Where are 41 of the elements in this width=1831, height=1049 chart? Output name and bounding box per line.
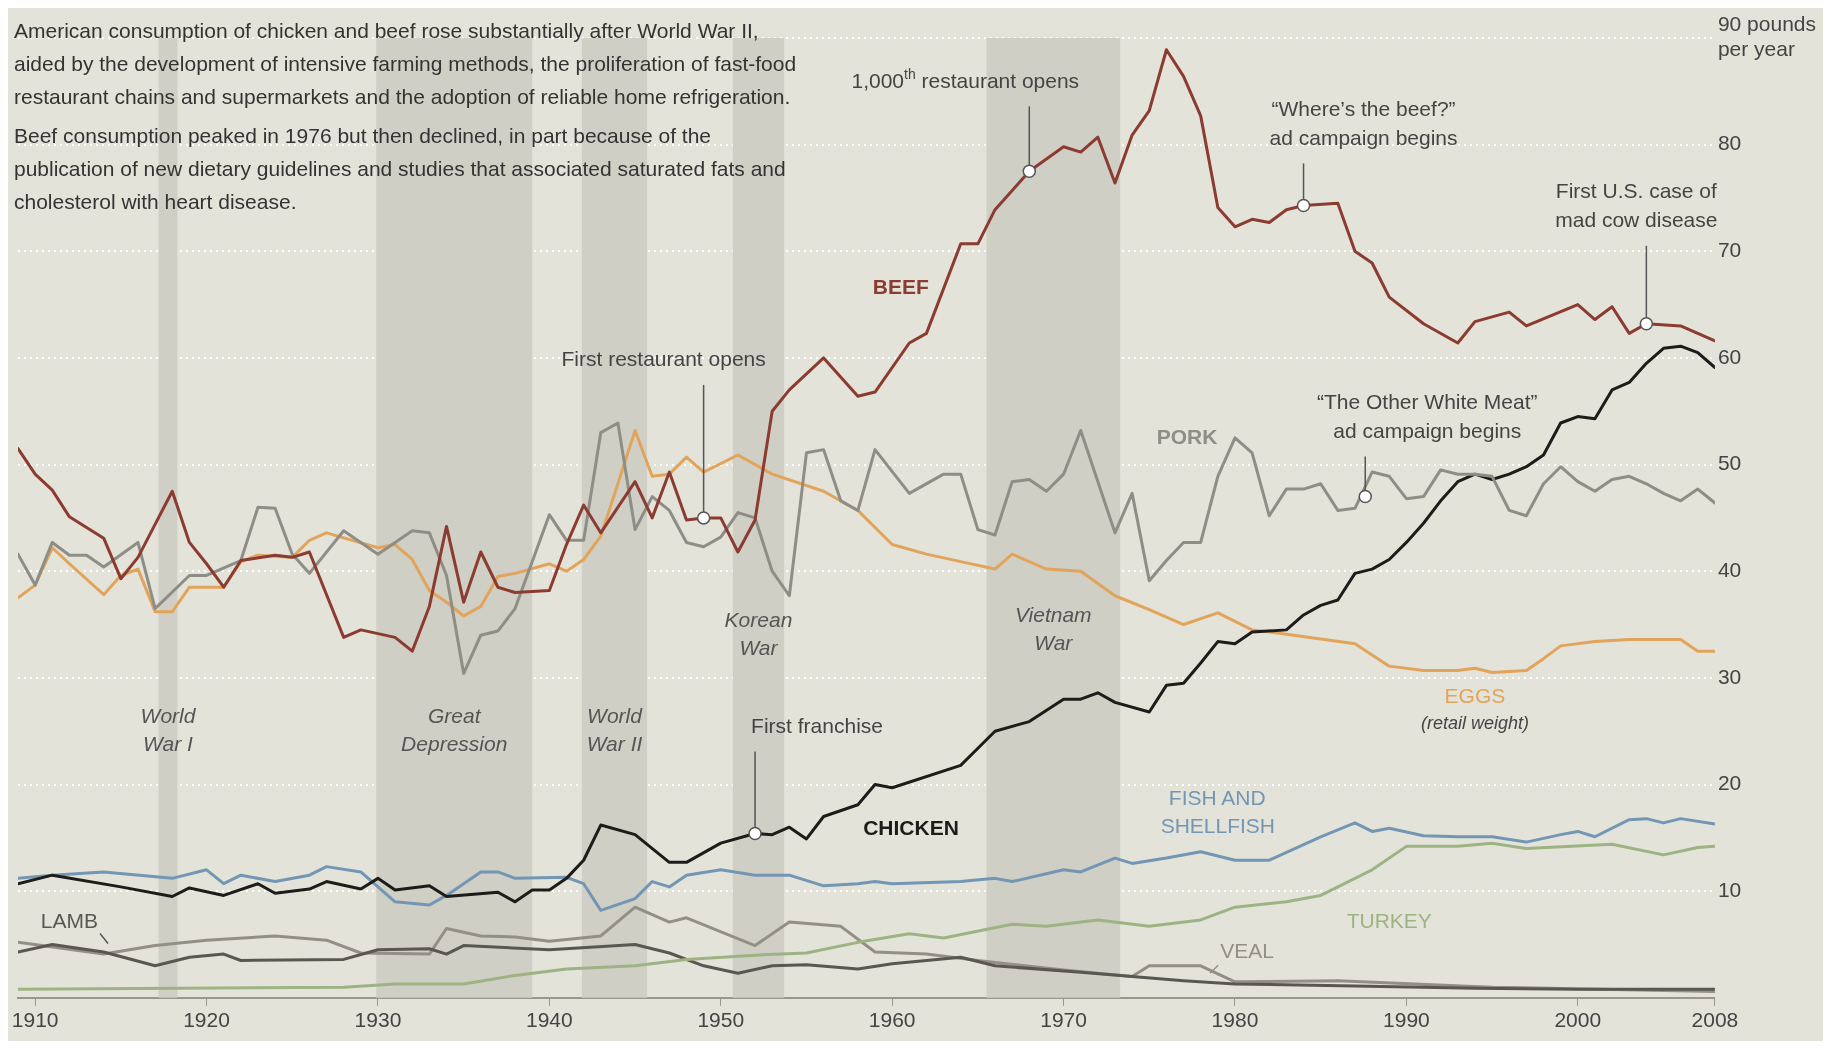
- series-label: VEAL: [1220, 938, 1274, 962]
- x-tick-label: 1910: [11, 1008, 59, 1032]
- text: American consumption of chicken and beef rose substantially after World War II, aided by the development of intensive farming methods, the proliferation of fast-food restaurant chains and supermarkets and the adoption of reliable home refrigeration.: [14, 19, 797, 109]
- y-tick-label: 50: [1717, 451, 1742, 475]
- band-label: World War I: [140, 704, 197, 755]
- y-tick-label: 40: [1717, 558, 1742, 582]
- x-tick-label: 2008: [1691, 1008, 1739, 1032]
- x-tick-label: 2000: [1554, 1008, 1602, 1032]
- band-label: Korean War: [724, 608, 793, 660]
- series-label: LAMB: [40, 908, 99, 932]
- annotation: First restaurant opens: [561, 347, 766, 371]
- band-label: World War II: [586, 704, 644, 755]
- x-tick-label: 1990: [1383, 1008, 1430, 1032]
- y-tick-label: 10: [1717, 877, 1742, 901]
- series-label: TURKEY: [1346, 908, 1432, 932]
- series-label: PORK: [1156, 424, 1218, 448]
- y-tick-label: 30: [1717, 664, 1742, 688]
- x-tick-label: 1970: [1040, 1008, 1087, 1032]
- x-tick-label: 1940: [526, 1008, 573, 1032]
- annotation: First franchise: [751, 713, 883, 737]
- band-label: Vietnam War: [1014, 602, 1092, 654]
- annotation: First U.S. case of mad cow disease: [1555, 179, 1718, 232]
- y-tick-label: 20: [1717, 771, 1742, 795]
- series-label: EGGS: [1444, 683, 1506, 707]
- annotation: (retail weight): [1420, 713, 1529, 734]
- y-tick-label: 70: [1717, 238, 1742, 262]
- x-tick-label: 1950: [697, 1008, 745, 1032]
- text: Beef consumption peaked in 1976 but then declined, in part because of the publication of new dietary guidelines and studies that associated saturated fats and cholesterol with heart disease.: [14, 124, 786, 214]
- annotation: “The Other White Meat” ad campaign begins: [1316, 389, 1538, 442]
- x-tick-label: 1980: [1211, 1008, 1259, 1032]
- y-tick-label: 80: [1717, 131, 1742, 155]
- x-tick-label: 1920: [183, 1008, 230, 1032]
- series-label: CHICKEN: [863, 815, 959, 839]
- annotation: “Where’s the beef?” ad campaign begins: [1269, 96, 1458, 149]
- y-tick-label: 60: [1717, 344, 1742, 368]
- series-label: BEEF: [872, 275, 929, 299]
- x-tick-label: 1960: [868, 1008, 916, 1032]
- x-tick-label: 1930: [354, 1008, 402, 1032]
- series-label: FISH AND SHELLFISH: [1160, 786, 1276, 838]
- y-tick-label: 90 pounds per year: [1717, 12, 1816, 61]
- band-label: Great Depression: [401, 704, 508, 755]
